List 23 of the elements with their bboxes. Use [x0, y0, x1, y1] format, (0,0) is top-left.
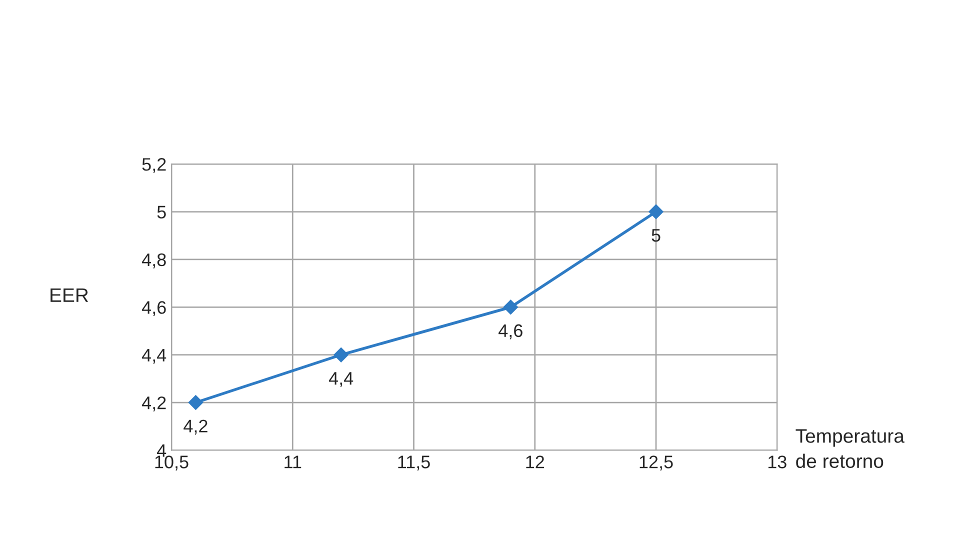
- data-label: 4,6: [498, 324, 522, 340]
- point: [503, 300, 518, 315]
- x-tick-label: 13: [768, 456, 786, 468]
- x-axis-title: Temperatura de retorno: [796, 429, 904, 468]
- data-label: 5: [652, 229, 660, 242]
- y-tick-label: 4: [157, 444, 166, 457]
- point: [188, 395, 204, 410]
- point: [334, 347, 348, 362]
- x-tick-label: 12,5: [640, 456, 673, 470]
- x-tick-label: 11: [284, 456, 302, 468]
- data-label: 4,4: [328, 372, 354, 387]
- y-tick-label: 5: [157, 206, 166, 218]
- y-axis-title: EER: [50, 288, 88, 302]
- point: [648, 204, 664, 220]
- y-tick-label: 4,6: [142, 301, 166, 316]
- x-tick-label: 11,5: [398, 456, 430, 470]
- y-tick-label: 4,4: [142, 348, 166, 364]
- x-tick-label: 10,5: [155, 456, 188, 470]
- y-tick-label: 5,2: [142, 158, 166, 173]
- y-tick-label: 4,2: [142, 396, 166, 412]
- y-tick-label: 4,8: [142, 253, 166, 268]
- x-tick-label: 12: [526, 456, 544, 468]
- data-label: 4,2: [184, 420, 208, 435]
